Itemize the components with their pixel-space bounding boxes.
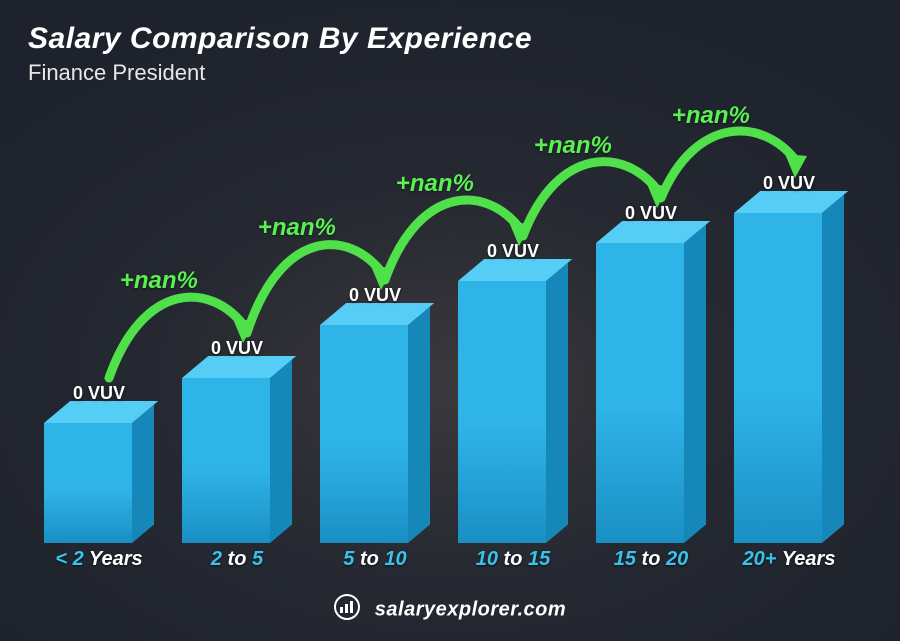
- bar-category-label: < 2 Years: [30, 548, 168, 571]
- cat-post: 20: [660, 548, 688, 570]
- cat-post: 10: [379, 548, 407, 570]
- cat-pre: 2: [211, 548, 228, 570]
- bar-value-label: 0 VUV: [167, 338, 307, 359]
- bar-chart: 0 VUV< 2 Years0 VUV2 to 5+nan%0 VUV5 to …: [30, 100, 860, 571]
- bar-side: [408, 307, 430, 543]
- bar-slot: 0 VUV 10 to 15: [444, 100, 582, 571]
- bar-category-label: 10 to 15: [444, 548, 582, 571]
- cat-post: 15: [522, 548, 550, 570]
- bar-front: [734, 213, 822, 543]
- bar-front: [182, 378, 270, 543]
- bar-value-label: 0 VUV: [29, 383, 169, 404]
- bar-front: [320, 325, 408, 543]
- bar: [320, 312, 430, 543]
- bar-front: [596, 243, 684, 543]
- bar-category-label: 2 to 5: [168, 548, 306, 571]
- footer-text: salaryexplorer.com: [375, 599, 566, 621]
- bar-category-label: 20+ Years: [720, 548, 858, 571]
- bar-category-label: 15 to 20: [582, 548, 720, 571]
- bar-side: [132, 405, 154, 543]
- bar-category-label: 5 to 10: [306, 548, 444, 571]
- logo-icon: [334, 594, 360, 625]
- bar: [182, 365, 292, 543]
- bar-side: [270, 360, 292, 543]
- bar-slot: 0 VUV 20+ Years: [720, 100, 858, 571]
- cat-white: to: [360, 548, 379, 570]
- chart-title: Salary Comparison By Experience: [28, 22, 532, 56]
- bar-value-label: 0 VUV: [305, 285, 445, 306]
- bar: [458, 268, 568, 543]
- bar-front: [458, 281, 546, 543]
- bar-value-label: 0 VUV: [443, 241, 583, 262]
- bar-slot: 0 VUV 15 to 20: [582, 100, 720, 571]
- bar-slot: 0 VUV 2 to 5: [168, 100, 306, 571]
- cat-white: to: [504, 548, 523, 570]
- cat-white: Years: [782, 548, 836, 570]
- bar: [734, 200, 844, 543]
- cat-pre: 15: [614, 548, 642, 570]
- bar-front: [44, 423, 132, 543]
- bar-slot: 0 VUV < 2 Years: [30, 100, 168, 571]
- bar-slot: 0 VUV 5 to 10: [306, 100, 444, 571]
- bar: [596, 230, 706, 543]
- footer: salaryexplorer.com: [0, 596, 900, 627]
- bar-value-label: 0 VUV: [581, 203, 721, 224]
- cat-pre: < 2: [55, 548, 89, 570]
- bar-side: [822, 195, 844, 543]
- bar: [44, 410, 154, 543]
- cat-pre: 10: [476, 548, 504, 570]
- cat-white: to: [228, 548, 247, 570]
- cat-white: Years: [89, 548, 143, 570]
- cat-pre: 20+: [743, 548, 782, 570]
- cat-post: 5: [246, 548, 263, 570]
- bar-side: [546, 263, 568, 543]
- chart-subtitle: Finance President: [28, 60, 205, 86]
- infographic-stage: Salary Comparison By Experience Finance …: [0, 0, 900, 641]
- cat-pre: 5: [343, 548, 360, 570]
- bar-side: [684, 225, 706, 543]
- cat-white: to: [642, 548, 661, 570]
- bar-value-label: 0 VUV: [719, 173, 859, 194]
